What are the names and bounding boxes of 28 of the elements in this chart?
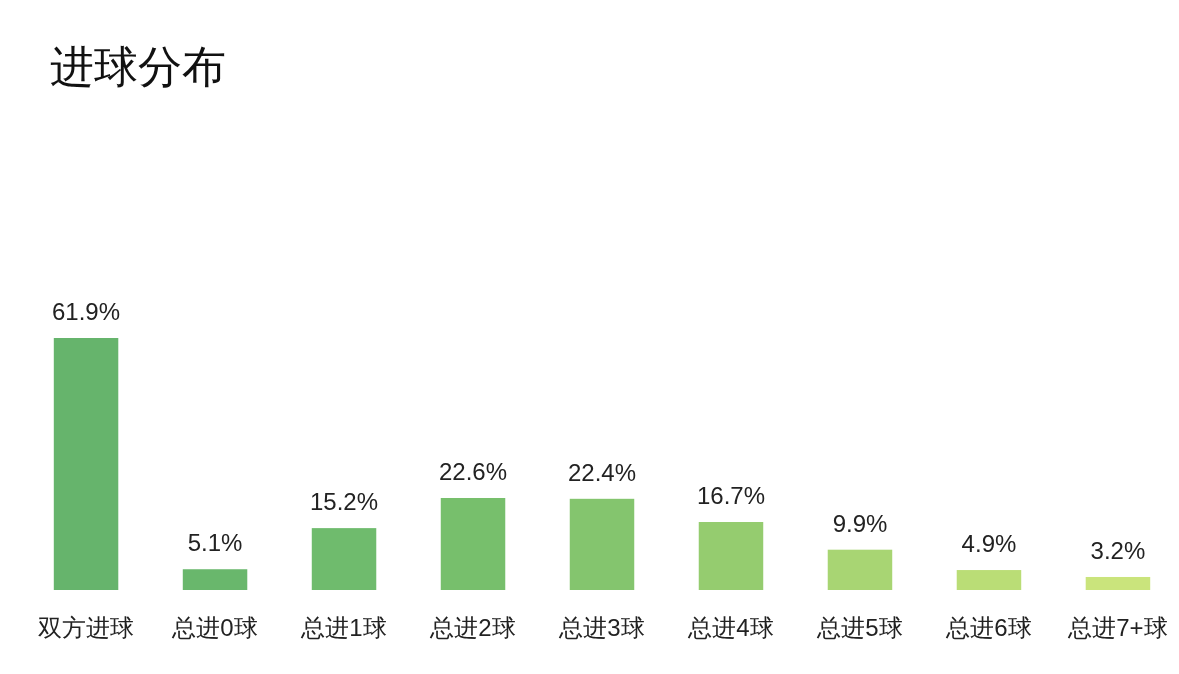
x-tick-label: 双方进球: [38, 614, 135, 641]
bar: [827, 549, 893, 590]
x-tick-label: 总进0球: [171, 614, 258, 641]
chart-title: 进球分布: [50, 42, 226, 91]
bar: [569, 498, 635, 590]
x-tick-label: 总进3球: [558, 614, 645, 641]
bar: [53, 338, 119, 590]
data-label: 3.2%: [1090, 536, 1146, 564]
x-tick-label: 总进7+球: [1067, 614, 1168, 641]
bar: [440, 497, 506, 590]
data-label: 15.2%: [309, 488, 379, 516]
bar: [182, 569, 248, 590]
bar: [698, 522, 764, 590]
x-tick-label: 总进6球: [945, 614, 1032, 641]
x-tick-label: 总进1球: [300, 614, 387, 641]
bar: [956, 570, 1022, 590]
data-label: 61.9%: [52, 298, 121, 325]
data-label: 9.9%: [832, 509, 888, 537]
bar: [1085, 576, 1151, 590]
data-label: 22.6%: [438, 457, 508, 485]
bar: [311, 528, 377, 590]
x-tick-label: 总进2球: [429, 614, 516, 641]
data-label: 5.1%: [187, 529, 243, 557]
x-tick-label: 总进5球: [816, 614, 903, 641]
data-label: 16.7%: [696, 482, 766, 510]
data-label: 4.9%: [961, 530, 1017, 558]
x-tick-label: 总进4球: [687, 614, 774, 641]
data-label: 22.4%: [567, 458, 637, 486]
